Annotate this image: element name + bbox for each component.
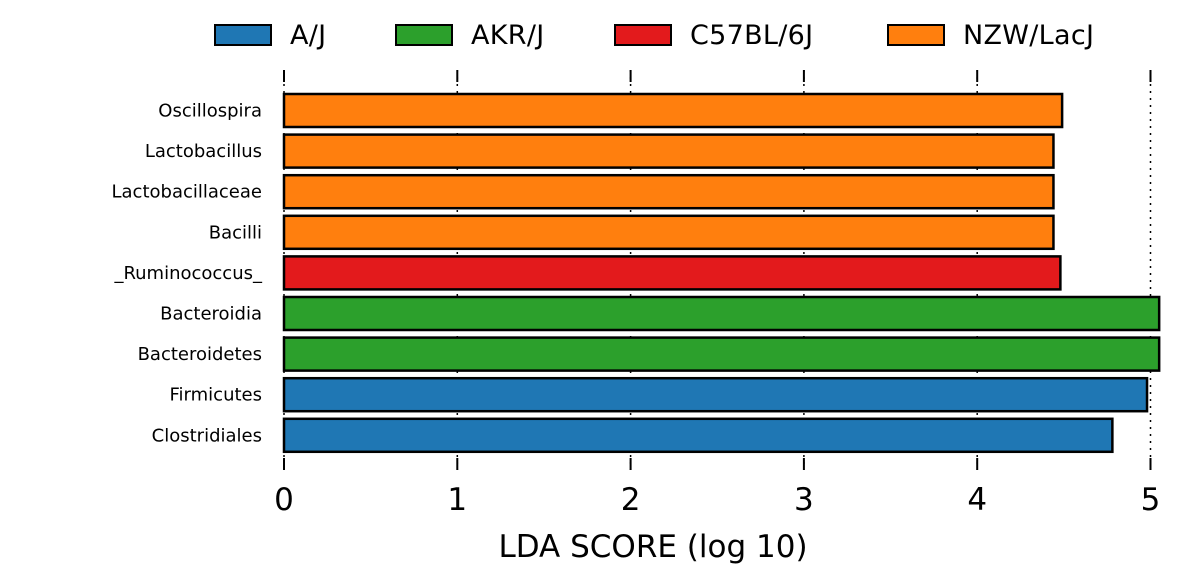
category-label-firmicutes: Firmicutes xyxy=(170,385,262,406)
legend-item-c57bl6j: C57BL/6J xyxy=(614,19,814,51)
x-axis-title: LDA SCORE (log 10) xyxy=(498,529,807,565)
bar-bacteroidetes xyxy=(282,336,1161,372)
category-label-ruminococcus: _Ruminococcus_ xyxy=(113,263,263,284)
bar-lactobacillus xyxy=(282,133,1055,169)
x-tick-label-2: 2 xyxy=(621,482,641,518)
x-axis-ticks: 0 1 2 3 4 5 xyxy=(274,70,1160,518)
legend-item-aj: A/J xyxy=(214,19,327,51)
legend-swatch-aj xyxy=(214,24,272,46)
x-tick-label-0: 0 xyxy=(274,482,294,518)
bar-firmicutes xyxy=(282,376,1149,413)
legend-swatch-c57bl6j xyxy=(614,24,672,46)
bar-bacilli xyxy=(282,214,1055,251)
category-label-bacteroidia: Bacteroidia xyxy=(160,304,262,325)
bar-lactobacillaceae xyxy=(282,173,1055,210)
x-tick-label-5: 5 xyxy=(1141,482,1161,518)
legend-item-akrj: AKR/J xyxy=(395,19,545,51)
legend-label-nzwlacj: NZW/LacJ xyxy=(963,19,1095,51)
legend-label-aj: A/J xyxy=(290,19,327,51)
bar-clostridiales xyxy=(282,417,1114,454)
category-labels: Oscillospira Lactobacillus Lactobacillacea… xyxy=(112,101,263,447)
legend-item-nzwlacj: NZW/LacJ xyxy=(887,19,1095,51)
bar-bacteroidia xyxy=(282,295,1161,332)
bar-ruminococcus xyxy=(282,255,1062,291)
legend-label-c57bl6j: C57BL/6J xyxy=(690,19,814,51)
category-label-clostridiales: Clostridiales xyxy=(152,425,262,446)
category-label-lactobacillus: Lactobacillus xyxy=(145,141,262,162)
x-tick-label-3: 3 xyxy=(794,482,814,518)
category-label-bacilli: Bacilli xyxy=(209,222,262,243)
category-label-bacteroidetes: Bacteroidetes xyxy=(138,344,262,365)
x-tick-label-1: 1 xyxy=(447,482,467,518)
category-label-oscillospira: Oscillospira xyxy=(158,101,262,122)
x-tick-label-4: 4 xyxy=(967,482,987,518)
legend-label-akrj: AKR/J xyxy=(471,19,545,51)
chart-legend: A/J AKR/J C57BL/6J NZW/LacJ xyxy=(0,0,1203,70)
bar-series xyxy=(282,92,1161,454)
category-label-lactobacillaceae: Lactobacillaceae xyxy=(112,182,263,203)
legend-swatch-akrj xyxy=(395,24,453,46)
legend-swatch-nzwlacj xyxy=(887,24,945,46)
bar-oscillospira xyxy=(282,92,1064,129)
